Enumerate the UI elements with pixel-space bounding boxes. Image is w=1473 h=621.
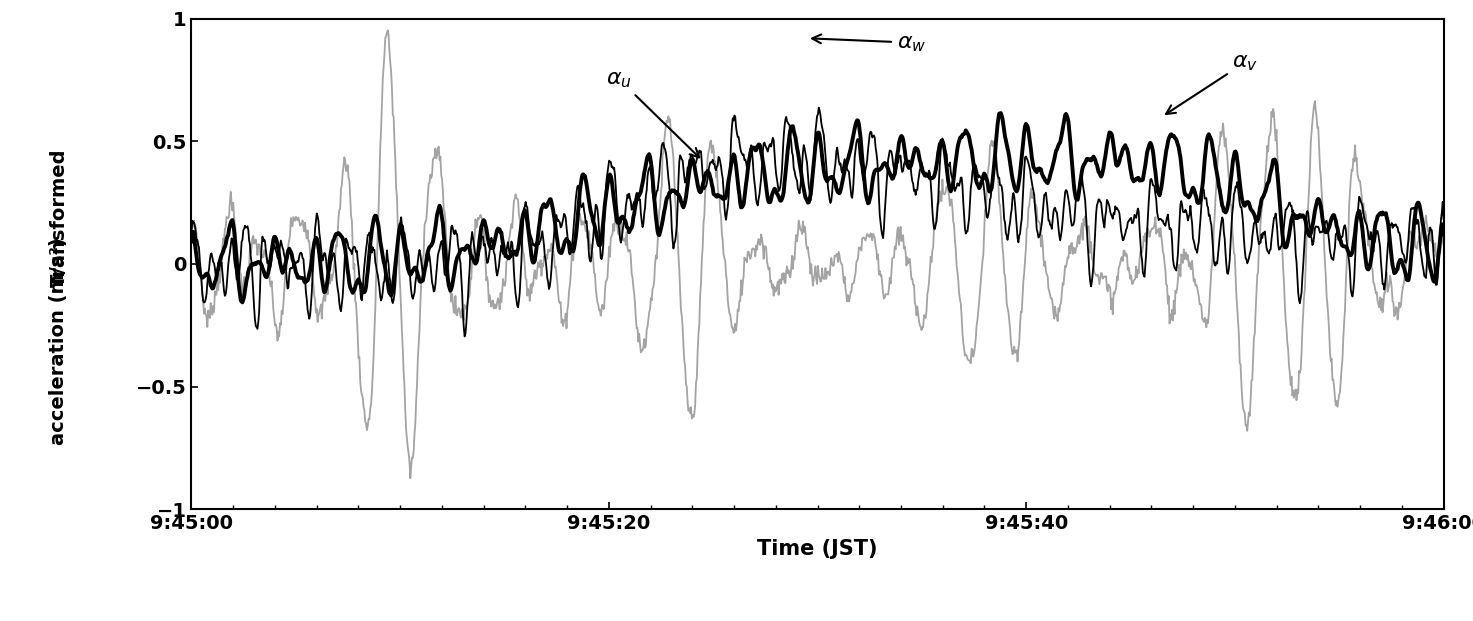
Text: $\alpha_w$: $\alpha_w$ [812,32,927,53]
X-axis label: Time (JST): Time (JST) [757,538,878,559]
Text: acceleration (m/s²): acceleration (m/s²) [50,238,68,445]
Text: Transformed: Transformed [50,148,68,287]
Text: $\alpha_u$: $\alpha_u$ [607,68,700,157]
Text: $\alpha_v$: $\alpha_v$ [1167,52,1258,114]
